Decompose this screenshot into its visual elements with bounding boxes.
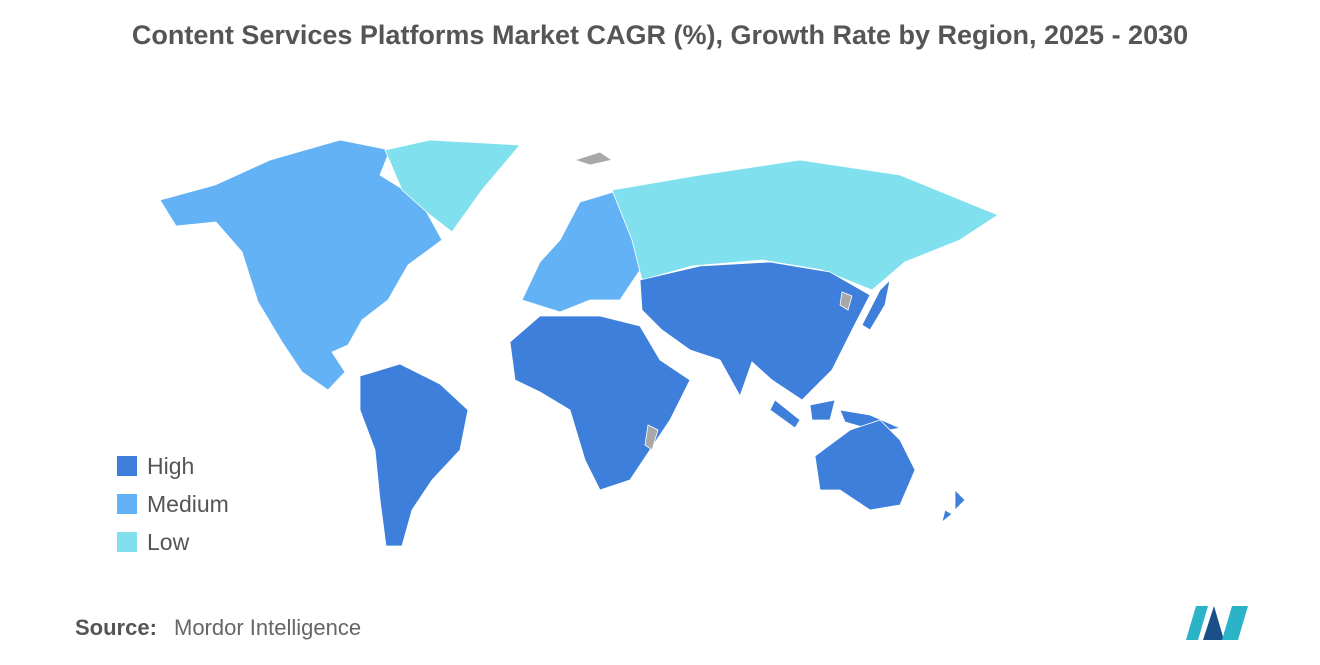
legend-label: High [147, 453, 194, 479]
region-australia [814, 419, 916, 511]
region-north-america [159, 139, 443, 391]
legend-label: Medium [147, 491, 229, 517]
region-greenland [384, 139, 521, 233]
source-text: Mordor Intelligence [174, 615, 361, 640]
region-new-zealand [941, 489, 966, 524]
legend: High Medium Low [117, 453, 229, 555]
region-no-data [573, 151, 853, 451]
legend-swatch [117, 494, 137, 514]
region-asia [639, 261, 871, 401]
chart-title: Content Services Platforms Market CAGR (… [132, 20, 1188, 50]
world-map [159, 139, 999, 547]
logo [1186, 606, 1248, 640]
region-japan [861, 278, 891, 331]
region-south-america [359, 363, 469, 547]
source-label: Source: [75, 615, 157, 640]
legend-label: Low [147, 529, 190, 555]
legend-swatch [117, 532, 137, 552]
legend-swatch [117, 456, 137, 476]
region-africa [509, 315, 691, 491]
